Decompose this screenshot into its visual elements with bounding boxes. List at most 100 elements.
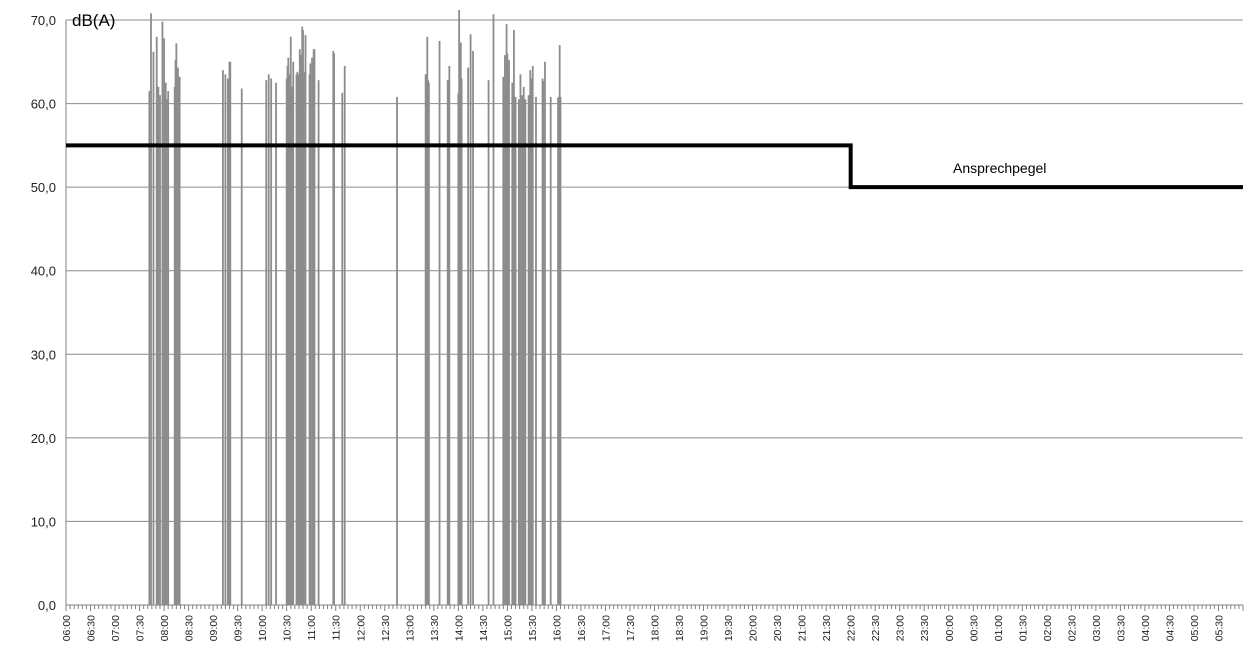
- sound-level-bar: [343, 65, 346, 605]
- sound-level-bar: [317, 80, 320, 605]
- sound-level-bar: [487, 80, 490, 605]
- sound-level-bar: [152, 51, 155, 605]
- y-tick-label: 40,0: [31, 264, 56, 279]
- y-tick-label: 20,0: [31, 431, 56, 446]
- x-tick-label: 06:30: [86, 615, 98, 641]
- sound-level-bar: [226, 78, 229, 605]
- sound-level-bar: [492, 14, 495, 605]
- x-tick-label: 23:30: [919, 615, 931, 641]
- y-axis-labels: 0,0 10,0 20,0 30,0 40,0 50,0 60,0 70,0: [31, 13, 56, 613]
- sound-level-bar: [446, 80, 449, 605]
- sound-level-bar: [521, 95, 523, 605]
- x-tick-label: 13:00: [404, 615, 416, 641]
- sound-level-bar: [304, 35, 307, 606]
- x-tick-label: 16:00: [551, 615, 563, 641]
- x-tick-label: 09:30: [233, 615, 245, 641]
- y-tick-label: 30,0: [31, 347, 56, 362]
- x-tick-label: 11:30: [331, 615, 343, 641]
- x-tick-label: 21:00: [797, 615, 809, 641]
- sound-level-bar: [165, 99, 168, 606]
- x-tick-label: 02:00: [1042, 615, 1054, 641]
- x-tick-label: 03:30: [1115, 615, 1127, 641]
- x-axis-ticks: [65, 605, 1244, 611]
- x-tick-label: 15:00: [502, 615, 514, 641]
- x-tick-label: 15:30: [527, 615, 539, 641]
- sound-level-bar: [224, 74, 227, 606]
- x-tick-label: 18:30: [674, 615, 686, 641]
- threshold-line: [66, 143, 1243, 190]
- sound-level-bar: [161, 21, 164, 605]
- sound-level-bar: [229, 61, 232, 606]
- x-tick-label: 04:00: [1140, 615, 1152, 641]
- x-tick-label: 19:00: [699, 615, 711, 641]
- sound-level-bar: [514, 96, 517, 605]
- x-tick-label: 02:30: [1066, 615, 1078, 641]
- sound-level-bar: [270, 78, 273, 605]
- x-tick-label: 08:30: [184, 615, 196, 641]
- sound-level-bar: [448, 65, 451, 605]
- sound-level-bar: [542, 81, 545, 605]
- x-tick-label: 17:30: [625, 615, 637, 641]
- x-tick-label: 14:30: [478, 615, 490, 641]
- x-tick-label: 14:00: [453, 615, 465, 641]
- sound-level-bar: [148, 91, 151, 606]
- sound-level-bar: [511, 82, 514, 605]
- sound-level-bar: [529, 70, 532, 605]
- sound-level-bar: [469, 34, 472, 605]
- x-tick-label: 05:30: [1213, 615, 1225, 641]
- sound-level-bar: [527, 95, 530, 605]
- sound-level-bar: [502, 76, 505, 606]
- x-tick-label: 16:30: [576, 615, 588, 641]
- sound-level-bar: [544, 61, 546, 606]
- y-tick-label: 10,0: [31, 514, 56, 529]
- sound-level-bar: [524, 99, 527, 606]
- x-tick-label: 12:30: [380, 615, 392, 641]
- sound-level-bar: [309, 63, 312, 605]
- y-tick-label: 0,0: [38, 598, 56, 613]
- y-tick-label: 70,0: [31, 13, 56, 28]
- sound-level-bar: [175, 43, 178, 605]
- x-tick-label: 04:30: [1164, 615, 1176, 641]
- x-tick-label: 07:30: [135, 615, 147, 641]
- x-tick-label: 09:00: [208, 615, 220, 641]
- sound-level-bar: [313, 49, 316, 605]
- x-tick-label: 20:30: [772, 615, 784, 641]
- x-tick-label: 17:00: [600, 615, 612, 641]
- x-tick-label: 03:00: [1091, 615, 1103, 641]
- x-tick-label: 10:00: [257, 615, 269, 641]
- x-tick-label: 00:00: [944, 615, 956, 641]
- sound-level-bar: [167, 91, 170, 606]
- x-tick-label: 07:00: [110, 615, 122, 641]
- x-tick-label: 05:00: [1189, 615, 1201, 641]
- x-tick-label: 08:00: [159, 615, 171, 641]
- sound-level-bar: [297, 74, 300, 606]
- sound-level-bar: [178, 76, 181, 606]
- x-tick-label: 19:30: [723, 615, 735, 641]
- sound-level-bar: [155, 36, 158, 605]
- sound-level-bar: [424, 74, 427, 606]
- sound-level-bar: [222, 70, 224, 605]
- sound-level-bar: [467, 67, 470, 605]
- sound-level-bar: [535, 96, 537, 605]
- x-tick-label: 11:00: [306, 615, 318, 641]
- x-tick-label: 12:00: [355, 615, 367, 641]
- sound-level-bar: [472, 50, 474, 605]
- x-tick-label: 00:30: [968, 615, 980, 641]
- y-axis-unit-label: dB(A): [72, 11, 115, 30]
- sound-level-bar: [150, 13, 152, 606]
- x-tick-label: 01:00: [993, 615, 1005, 641]
- sound-level-bar: [265, 80, 268, 605]
- x-tick-label: 10:30: [282, 615, 294, 641]
- threshold-step-line: [66, 143, 1243, 190]
- sound-level-bars: [148, 9, 562, 606]
- x-tick-label: 22:00: [846, 615, 858, 641]
- sound-level-bar: [559, 96, 562, 605]
- sound-level-bar: [157, 86, 160, 606]
- sound-level-bar: [292, 61, 295, 606]
- grid-lines: [65, 19, 1243, 606]
- sound-level-bar: [428, 82, 430, 605]
- sound-level-bar: [302, 71, 305, 606]
- x-tick-label: 13:30: [429, 615, 441, 641]
- sound-level-bar: [531, 65, 534, 605]
